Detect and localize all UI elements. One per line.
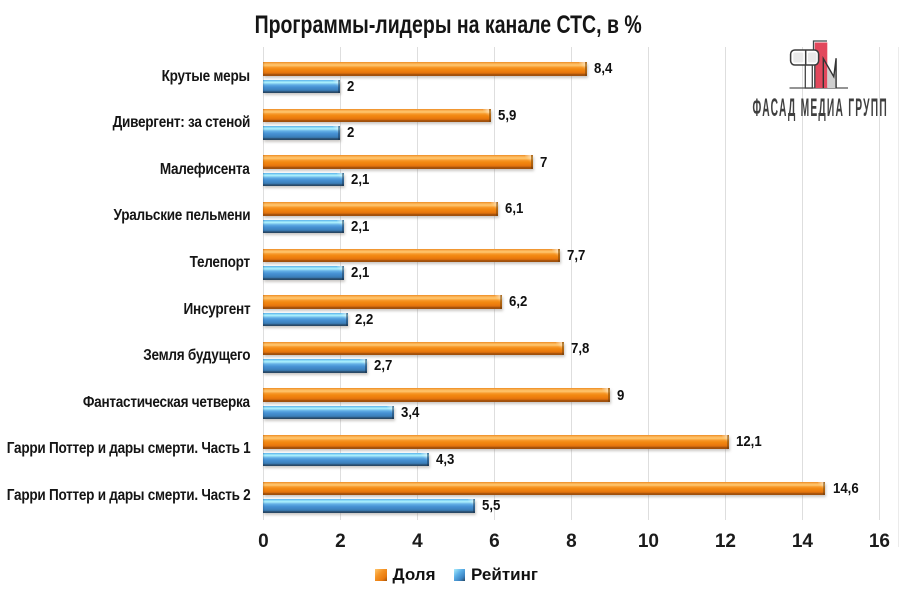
- svg-text:ФАСАД МЕДИА ГРУПП: ФАСАД МЕДИА ГРУПП: [753, 95, 888, 122]
